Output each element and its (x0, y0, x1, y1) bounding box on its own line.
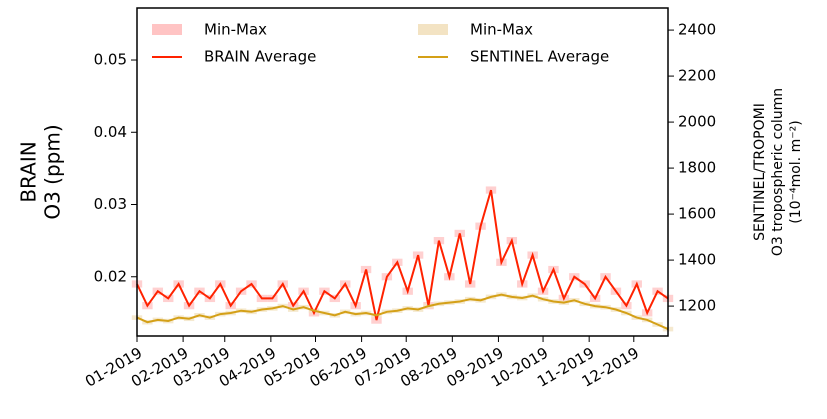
y2-tick-label: 1200 (678, 297, 716, 315)
series-line (136, 189, 669, 321)
legend-band-swatch (152, 24, 182, 35)
y-axis-label: BRAIN (17, 141, 41, 202)
legend-label: BRAIN Average (204, 48, 316, 66)
y-tick-label: 0.04 (94, 123, 127, 141)
y2-tick-label: 1800 (678, 159, 716, 177)
y2-tick-label: 2000 (678, 113, 716, 131)
y-axis-label: O3 (ppm) (41, 124, 65, 219)
y2-tick-label: 1400 (678, 251, 716, 269)
legend-label: Min-Max (204, 21, 267, 39)
series-line (136, 293, 669, 331)
y-tick-label: 0.02 (94, 267, 127, 285)
legend-band-swatch (418, 24, 448, 35)
plot-frame (136, 7, 669, 337)
y2-axis-label: O3 tropospheric column (770, 88, 786, 256)
legend-label: Min-Max (470, 21, 533, 39)
legend-label: SENTINEL Average (470, 48, 609, 66)
y2-tick-label: 2400 (678, 21, 716, 39)
y-tick-label: 0.05 (94, 51, 127, 69)
y-tick-label: 0.03 (94, 195, 127, 213)
y2-tick-label: 2200 (678, 67, 716, 85)
y2-tick-label: 1600 (678, 205, 716, 223)
y2-axis-label: SENTINEL/TROPOMI (752, 103, 768, 241)
y2-axis-label: (10⁻⁴mol. m⁻²) (788, 120, 804, 223)
